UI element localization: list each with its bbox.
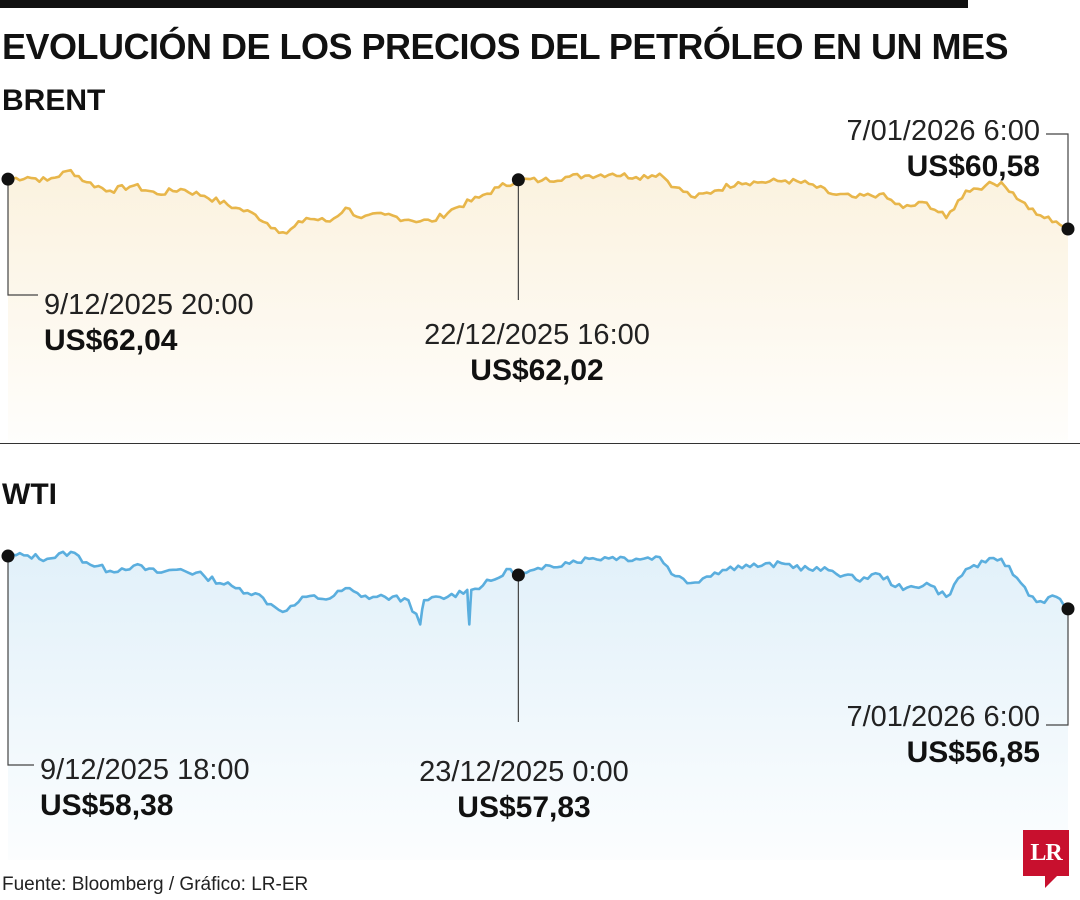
brent-annotation-date: 7/01/2026 6:00: [846, 120, 1040, 147]
wti-point-marker: [1061, 602, 1075, 616]
brent-point-marker: [511, 173, 525, 187]
brent-annotation-leader: [1046, 133, 1069, 229]
wti-series-line: [7, 550, 1069, 626]
brent-annotation-date: 22/12/2025 16:00: [424, 319, 650, 351]
brent-annotation-3: 7/01/2026 6:00 US$60,58: [846, 120, 1075, 236]
wti-annotation-date: 23/12/2025 0:00: [419, 756, 629, 788]
brent-annotation-price: US$60,58: [907, 150, 1040, 183]
lr-logo: LR: [1023, 830, 1069, 876]
wti-label: WTI: [2, 478, 57, 511]
top-rule: [0, 0, 968, 8]
wti-annotation-date: 9/12/2025 18:00: [40, 754, 250, 786]
chart-title: EVOLUCIÓN DE LOS PRECIOS DEL PETRÓLEO EN…: [2, 26, 1008, 67]
brent-annotation-price: US$62,02: [470, 354, 603, 387]
brent-label: BRENT: [2, 84, 106, 117]
wti-annotation-price: US$58,38: [40, 789, 173, 822]
brent-series-line: [7, 168, 1069, 235]
brent-point-marker: [1, 172, 15, 186]
wti-point-marker: [511, 568, 525, 582]
wti-area: [8, 551, 1068, 860]
brent-area: [8, 170, 1068, 440]
brent-annotation-leader: [7, 179, 38, 296]
wti-annotation-leader: [1046, 608, 1069, 726]
wti-annotation-price: US$57,83: [457, 791, 590, 824]
section-divider: [0, 443, 1080, 444]
brent-annotation-price: US$62,04: [44, 324, 178, 357]
wti-annotation-date: 7/01/2026 6:00: [846, 701, 1040, 733]
brent-annotation-date: 9/12/2025 20:00: [44, 289, 254, 321]
wti-annotation-leader: [7, 556, 34, 766]
lr-logo-text: LR: [1030, 840, 1062, 866]
source-note: Fuente: Bloomberg / Gráfico: LR-ER: [2, 874, 309, 895]
wti-annotation-price: US$56,85: [907, 736, 1040, 769]
wti-point-marker: [1, 549, 15, 563]
brent-point-marker: [1061, 222, 1075, 236]
lr-logo-tail: [1045, 874, 1059, 888]
